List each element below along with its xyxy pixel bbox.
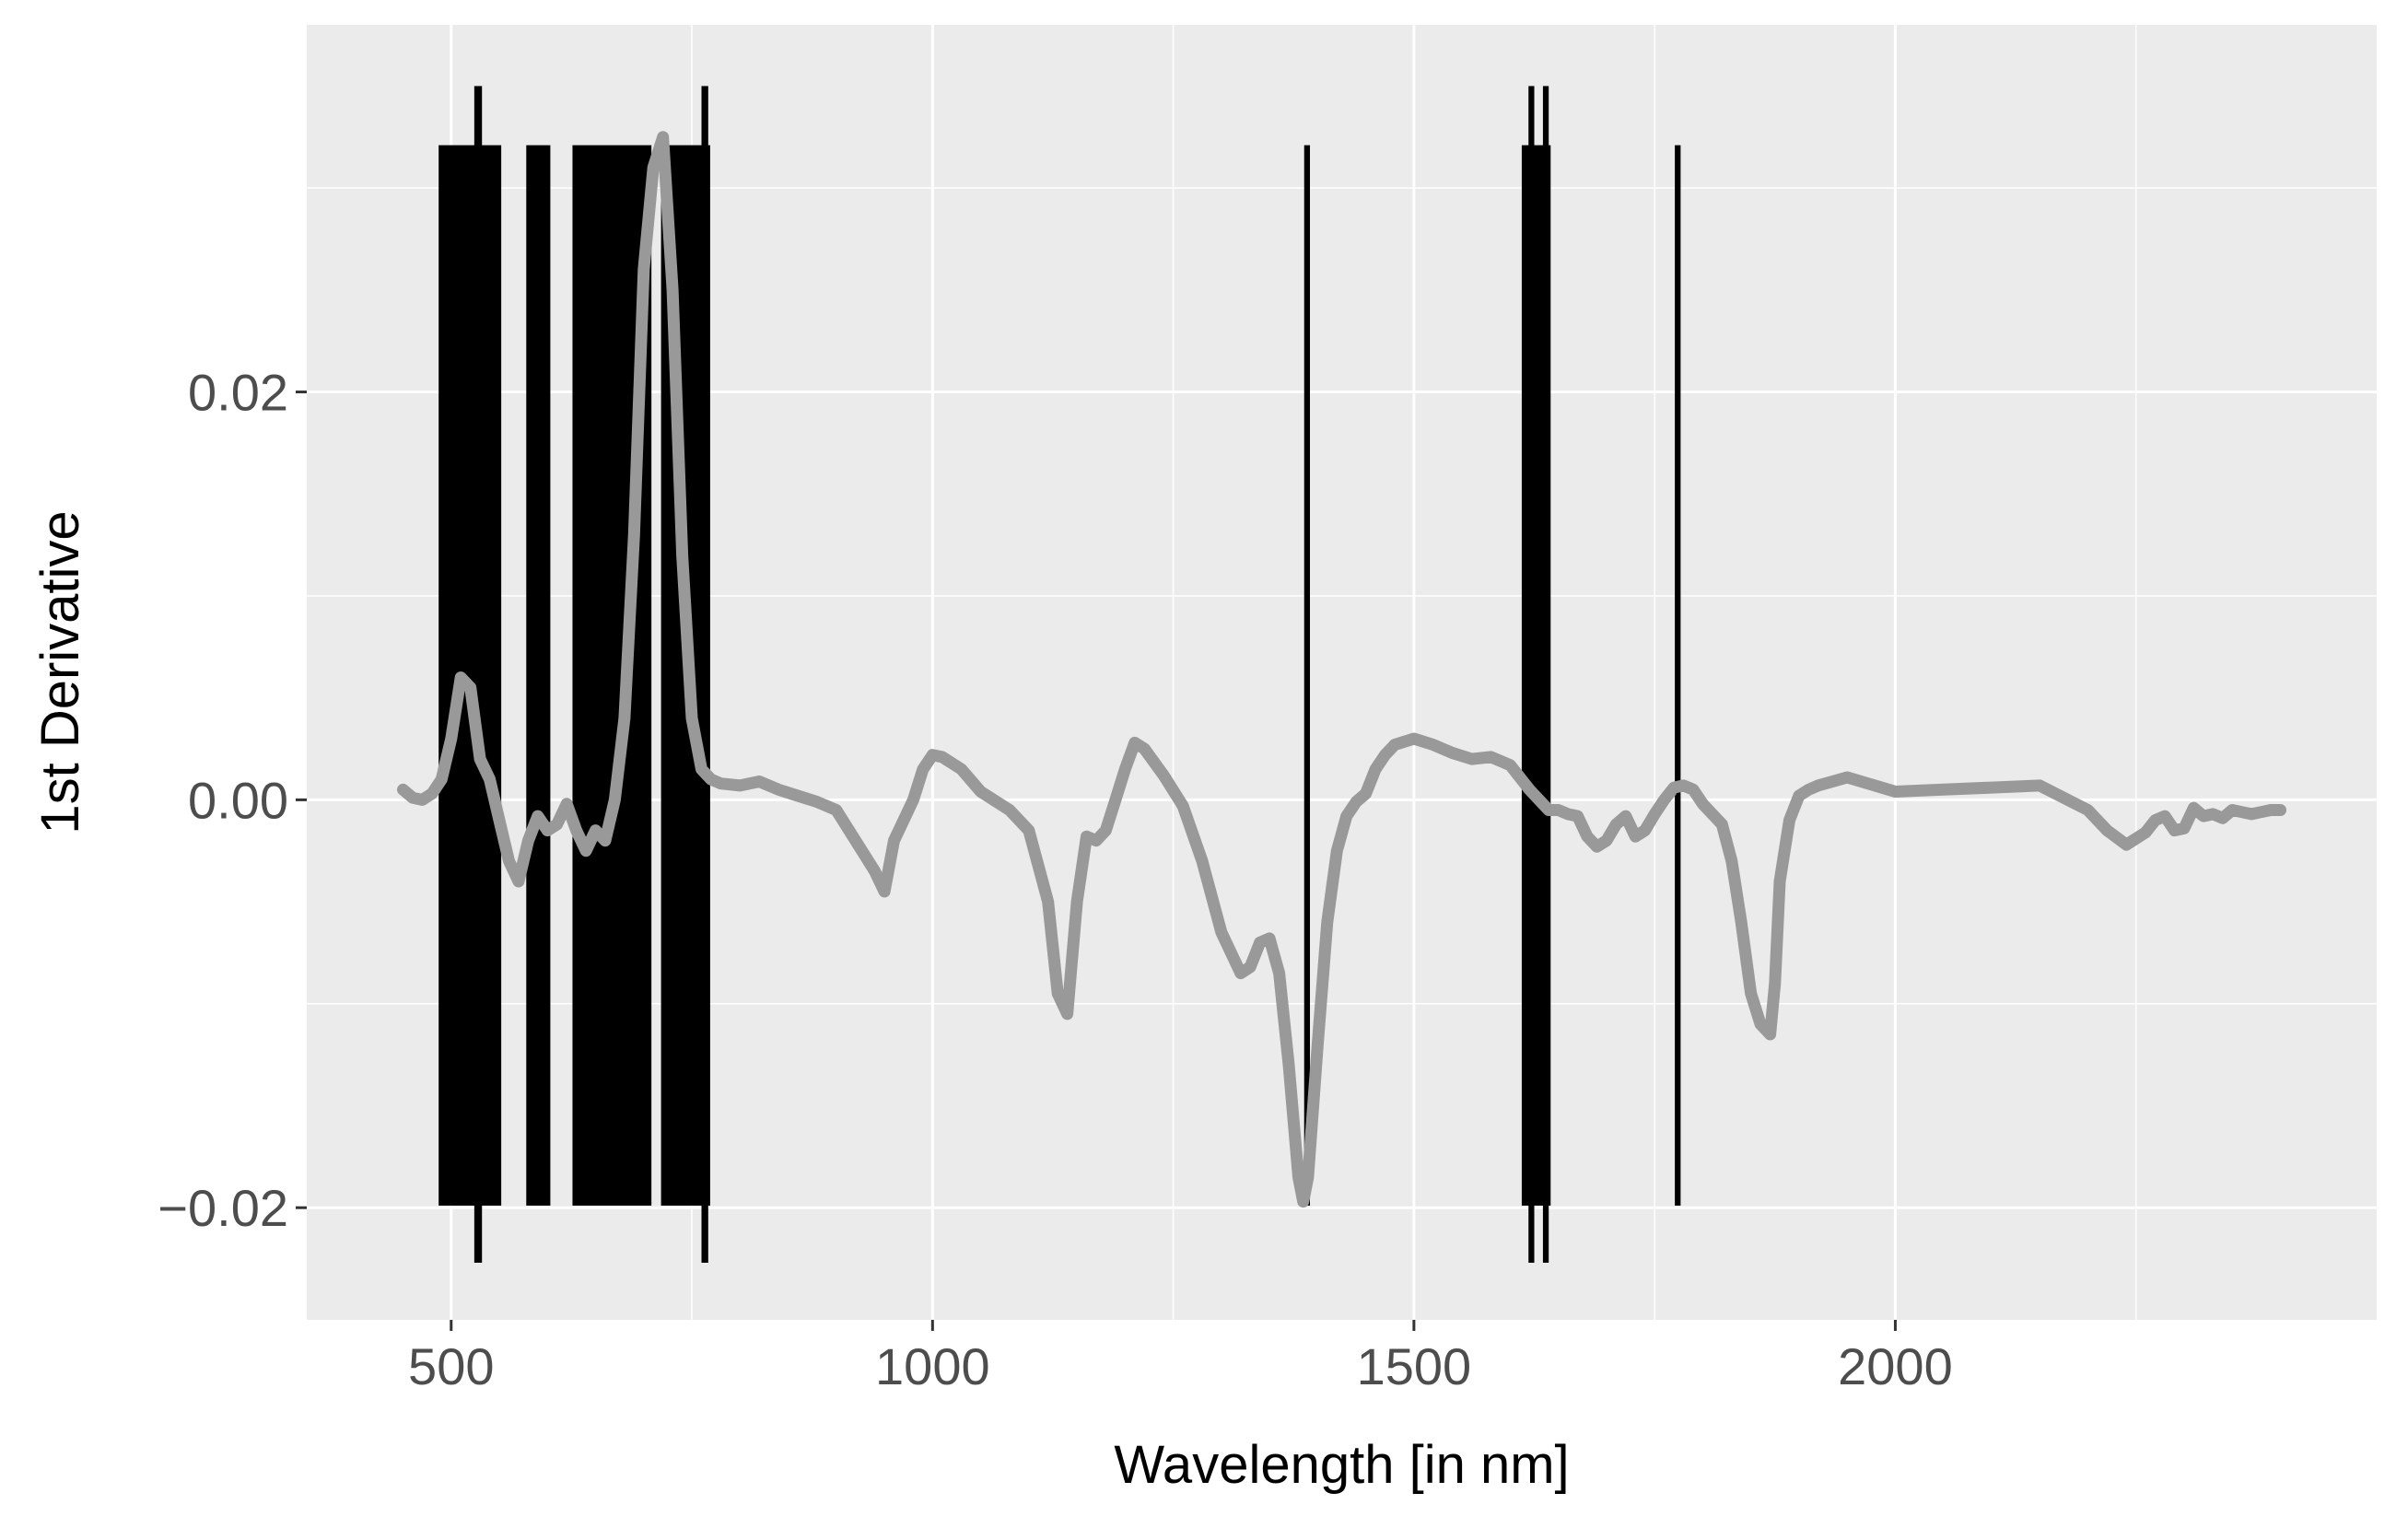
band-bar [1303, 145, 1311, 1207]
band-bar [526, 145, 551, 1207]
x-tick-label: 1000 [875, 1337, 990, 1395]
series-line [397, 131, 2286, 1208]
wavelength-bands [438, 86, 1681, 1264]
x-tick-label: 500 [408, 1337, 494, 1395]
y-tick-label: −0.02 [158, 1179, 288, 1237]
x-axis-title: Wavelength [in nm] [1114, 1435, 1569, 1495]
band-bar [701, 86, 708, 1264]
band-bar [1528, 86, 1535, 1264]
band-bar [438, 145, 502, 1207]
band-bar [473, 86, 483, 1264]
series-layer [397, 131, 2286, 1208]
y-tick-label: 0.00 [188, 771, 288, 829]
x-tick-label: 2000 [1838, 1337, 1953, 1395]
y-tick-label: 0.02 [188, 364, 288, 422]
axes: 500 1000 1500 2000 −0.02 0.00 0.02 [158, 364, 1952, 1395]
y-axis-title: 1st Derivative [30, 510, 90, 834]
x-tick-label: 1500 [1357, 1337, 1472, 1395]
band-bar [1675, 145, 1681, 1207]
band-bar [1542, 86, 1549, 1264]
